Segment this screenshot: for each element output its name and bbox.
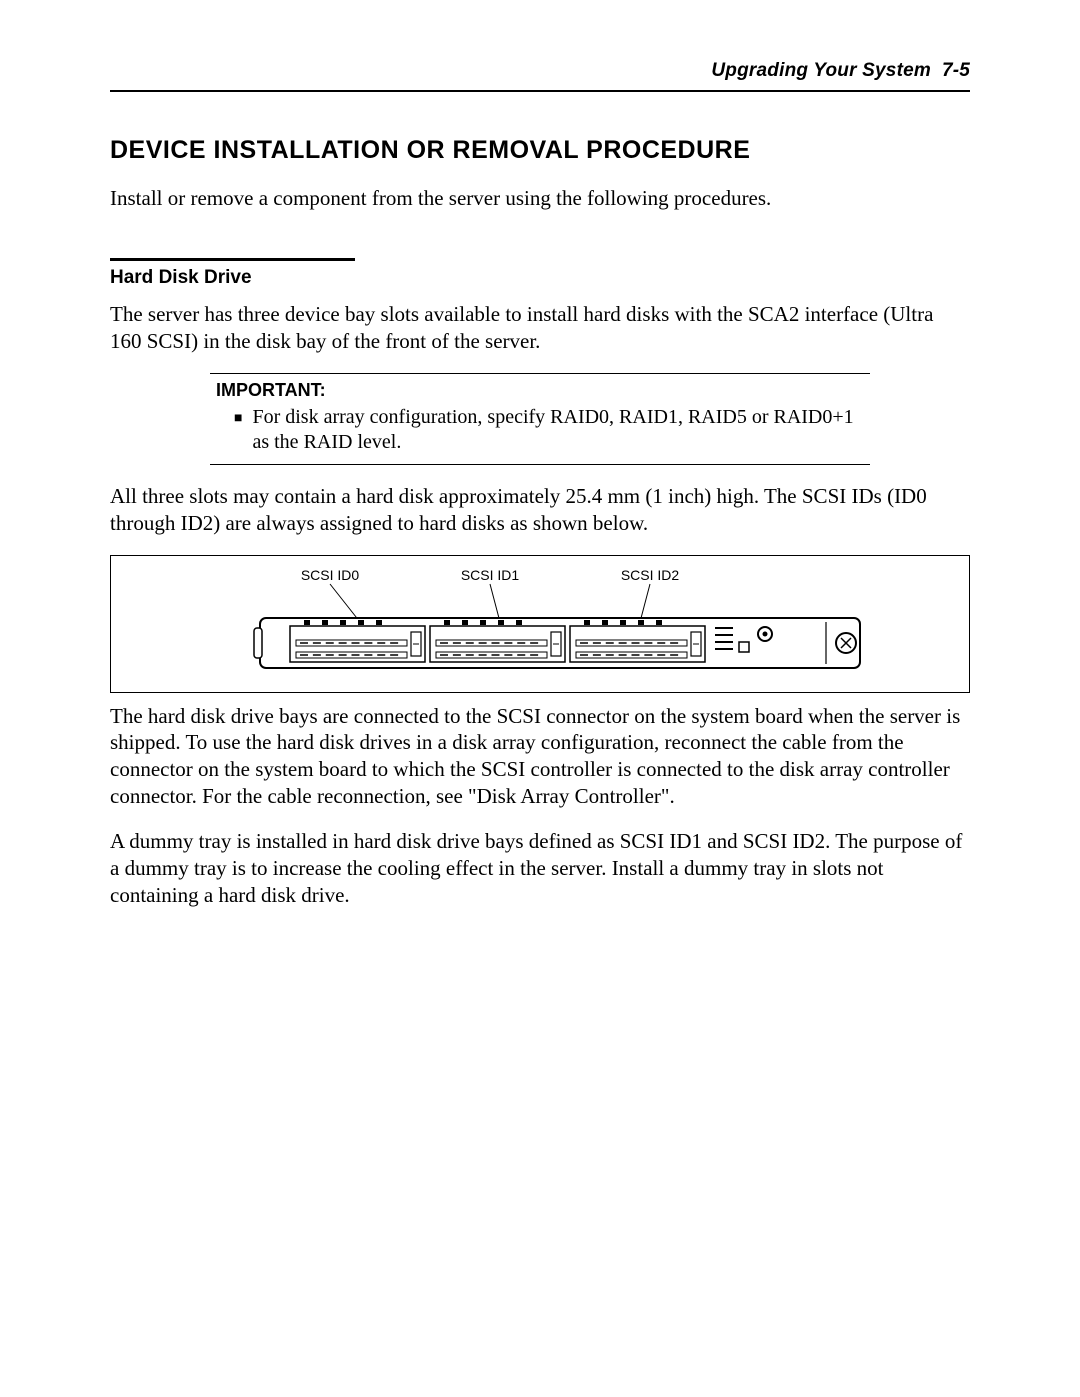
page: Upgrading Your System 7-5 DEVICE INSTALL…: [0, 0, 1080, 1397]
svg-text:SCSI ID1: SCSI ID1: [461, 567, 520, 583]
svg-text:SCSI ID2: SCSI ID2: [621, 567, 680, 583]
subsection-rule: [110, 258, 355, 261]
svg-text:SCSI ID0: SCSI ID0: [301, 567, 360, 583]
hdd-paragraph-2: All three slots may contain a hard disk …: [110, 483, 970, 537]
bullet-icon: ■: [234, 410, 242, 456]
page-ref: 7-5: [942, 60, 970, 81]
section-title: DEVICE INSTALLATION OR REMOVAL PROCEDURE: [110, 136, 970, 165]
important-text: For disk array configuration, specify RA…: [252, 405, 870, 456]
scsi-bay-figure: SCSI ID0 SCSI ID1 SCSI ID2: [110, 555, 970, 693]
important-item: ■ For disk array configuration, specify …: [210, 405, 870, 456]
important-label: IMPORTANT:: [210, 380, 870, 401]
intro-paragraph: Install or remove a component from the s…: [110, 185, 970, 212]
hdd-paragraph-3: The hard disk drive bays are connected t…: [110, 703, 970, 811]
running-header: Upgrading Your System 7-5: [110, 60, 970, 92]
hdd-paragraph-4: A dummy tray is installed in hard disk d…: [110, 828, 970, 909]
subsection-heading: Hard Disk Drive: [110, 267, 970, 289]
chapter-name: Upgrading Your System: [711, 60, 931, 81]
scsi-bay-diagram: SCSI ID0 SCSI ID1 SCSI ID2: [130, 566, 950, 678]
hdd-paragraph-1: The server has three device bay slots av…: [110, 301, 970, 355]
important-box: IMPORTANT: ■ For disk array configuratio…: [210, 373, 870, 465]
subsection-heading-block: Hard Disk Drive: [110, 258, 970, 289]
